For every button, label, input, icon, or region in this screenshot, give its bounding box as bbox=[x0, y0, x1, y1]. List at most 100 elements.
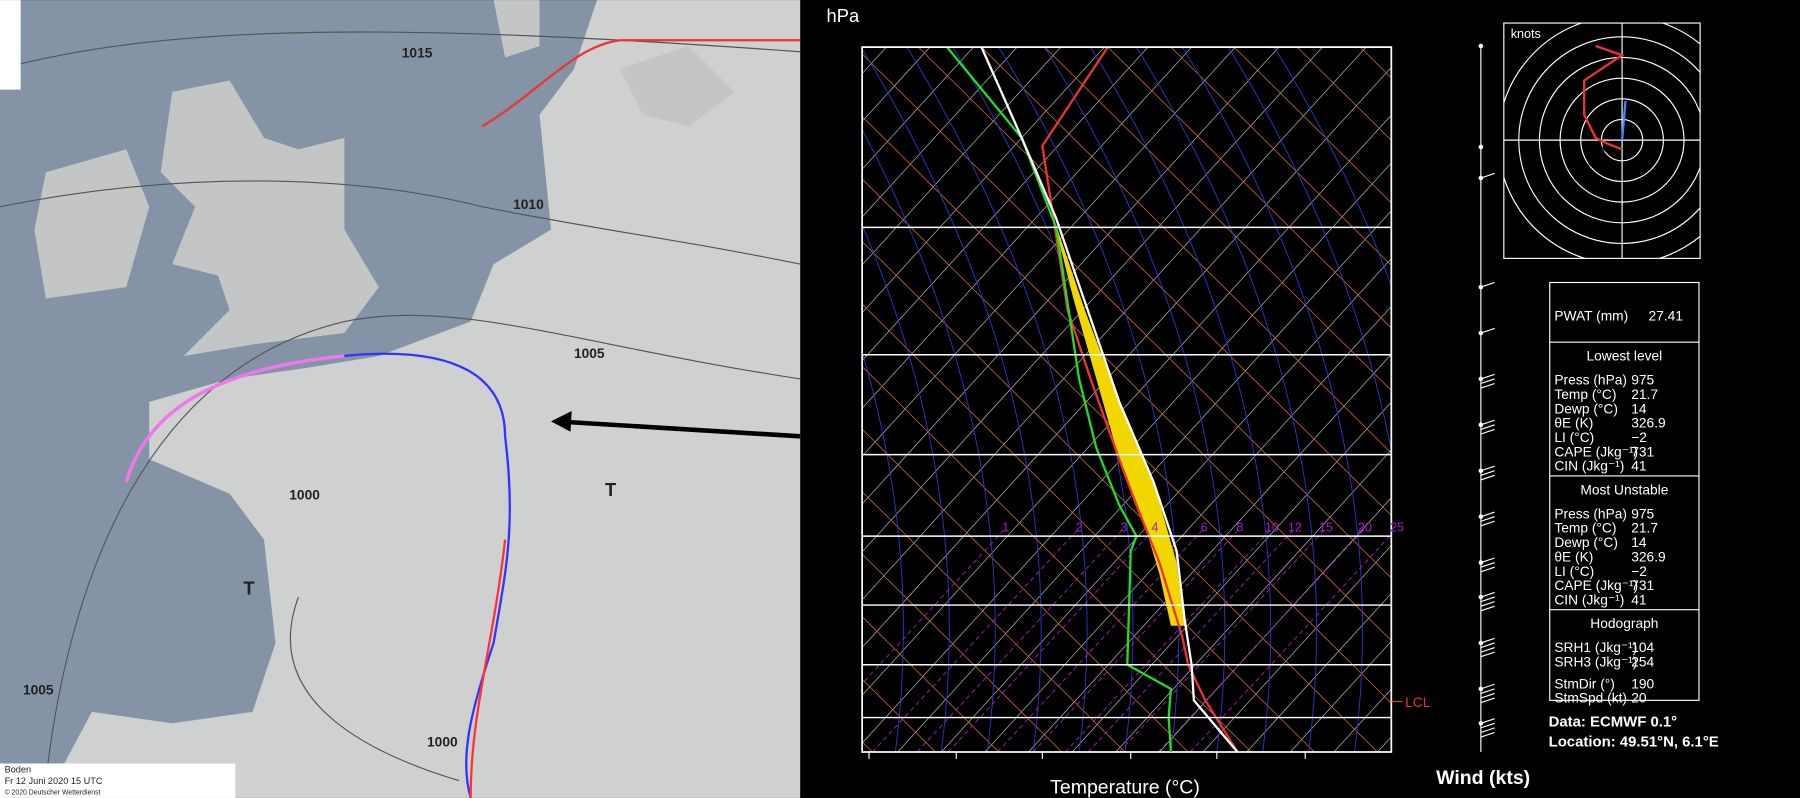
row-label: CIN (Jkg⁻¹) bbox=[1554, 459, 1624, 474]
mixing-ratio-label: 12 bbox=[1288, 521, 1302, 535]
barb-dot bbox=[1478, 721, 1484, 726]
dry-adiabat bbox=[1044, 47, 1392, 392]
row-value: 190 bbox=[1631, 676, 1654, 691]
britain bbox=[160, 80, 379, 356]
pressure-label: 600 bbox=[827, 527, 856, 547]
mixing-ratio-label: 20 bbox=[1358, 521, 1372, 535]
barb bbox=[1480, 378, 1495, 385]
row-value: 326.9 bbox=[1631, 416, 1665, 431]
row-value: 975 bbox=[1631, 506, 1654, 521]
pressure-label: 500 bbox=[827, 446, 856, 466]
dry-adiabat bbox=[1676, 47, 1800, 752]
barb-dot bbox=[1478, 514, 1484, 519]
mixing-ratio-label: 1 bbox=[1002, 521, 1009, 535]
mixing-ratio-line bbox=[916, 527, 1125, 752]
mixing-ratio-line bbox=[947, 527, 1156, 752]
row-label: Temp (°C) bbox=[1554, 521, 1616, 536]
isotherm bbox=[862, 162, 1392, 744]
mixing-ratio-line bbox=[997, 527, 1205, 752]
row-value: 731 bbox=[1631, 444, 1654, 459]
isobar-label: 1005 bbox=[574, 346, 605, 361]
row-label: Temp (°C) bbox=[1554, 387, 1616, 402]
isotherm bbox=[862, 47, 1192, 409]
row-value: −2 bbox=[1631, 564, 1647, 579]
isobar-label: 1005 bbox=[23, 683, 54, 698]
row-value: 14 bbox=[1631, 535, 1647, 550]
moist-adiabat bbox=[1136, 47, 1318, 752]
continent bbox=[45, 0, 801, 798]
wind-label: Wind (kts) bbox=[1436, 767, 1530, 789]
dry-adiabat bbox=[862, 553, 1063, 752]
row-value: 41 bbox=[1631, 592, 1646, 607]
low-label: T bbox=[605, 479, 617, 500]
mixing-ratio-label: 3 bbox=[1120, 521, 1127, 535]
barb-dot bbox=[1478, 284, 1484, 290]
skew-t: hPa Temperature (°C) LCL Wind (kts) bbox=[827, 5, 1800, 798]
barb bbox=[1480, 281, 1495, 288]
barb bbox=[1480, 637, 1495, 644]
row-label: SRH1 (Jkg⁻¹) bbox=[1554, 640, 1637, 655]
barb bbox=[1480, 419, 1495, 426]
isotherm bbox=[1290, 640, 1392, 752]
isobar-label: 1000 bbox=[427, 734, 458, 749]
location: Location: 49.51°N, 6.1°E bbox=[1549, 733, 1719, 750]
barb bbox=[1480, 516, 1495, 522]
mixing-ratio-label: 4 bbox=[1151, 521, 1158, 535]
isotherm bbox=[862, 66, 1392, 649]
row-value: 41 bbox=[1631, 459, 1646, 474]
barb bbox=[1480, 605, 1495, 612]
arrow bbox=[556, 419, 801, 439]
row-label: StmDir (°) bbox=[1554, 676, 1615, 691]
row-label: CIN (Jkg⁻¹) bbox=[1554, 592, 1624, 607]
panel bbox=[0, 0, 21, 90]
barb bbox=[1480, 646, 1495, 653]
row-value: −2 bbox=[1631, 430, 1647, 445]
isobar-label: 1000 bbox=[289, 487, 320, 502]
row-label: Press (hPa) bbox=[1554, 506, 1627, 521]
barb-dot bbox=[1478, 330, 1484, 336]
dry-adiabat bbox=[1170, 47, 1392, 266]
x-axis-label: Temperature (°C) bbox=[1050, 776, 1200, 798]
barb bbox=[1480, 520, 1495, 527]
footer: Fr 12 Juni 2020 15 UTC bbox=[5, 776, 103, 786]
moist-adiabat bbox=[1227, 47, 1392, 454]
moist-adiabat bbox=[1182, 47, 1364, 752]
mixing-ratio-label: 10 bbox=[1265, 521, 1279, 535]
row-label: LI (°C) bbox=[1554, 430, 1594, 445]
dry-adiabat bbox=[1233, 47, 1392, 204]
moist-adiabat bbox=[862, 224, 950, 752]
barb-dot bbox=[1478, 640, 1484, 646]
barb bbox=[1480, 651, 1495, 658]
barb bbox=[1480, 591, 1495, 598]
temperature-label: 20 bbox=[1207, 758, 1227, 779]
wind-barbs bbox=[1478, 43, 1495, 738]
footer: © 2020 Deutscher Wetterdienst bbox=[5, 788, 101, 796]
section-title: Lowest level bbox=[1586, 349, 1662, 364]
parcel-line bbox=[980, 47, 1239, 752]
row-label: θE (K) bbox=[1554, 549, 1593, 564]
barb bbox=[1480, 688, 1495, 694]
moist-adiabat bbox=[906, 47, 1088, 752]
row-value: 975 bbox=[1631, 373, 1654, 388]
isotherm bbox=[862, 47, 1061, 266]
pwat-label: PWAT (mm) bbox=[1554, 308, 1628, 323]
row-label: CAPE (Jkg⁻¹) bbox=[1554, 444, 1638, 459]
barb-dot bbox=[1478, 422, 1484, 428]
front bbox=[469, 539, 507, 798]
pressure-label: 700 bbox=[827, 596, 856, 616]
mixing-ratio-line bbox=[872, 527, 1080, 752]
footer-box bbox=[0, 763, 236, 798]
isotherm bbox=[1246, 592, 1392, 752]
moist-adiabat bbox=[862, 350, 904, 752]
row-label: Dewp (°C) bbox=[1554, 401, 1618, 416]
barb bbox=[1480, 428, 1495, 435]
mixing-ratio-line bbox=[1064, 527, 1273, 752]
barb bbox=[1480, 692, 1495, 699]
dry-adiabat bbox=[862, 428, 1189, 752]
dry-adiabat bbox=[862, 616, 1000, 752]
barb bbox=[1480, 683, 1495, 690]
barb bbox=[1480, 465, 1495, 472]
row-label: θE (K) bbox=[1554, 416, 1593, 431]
row-value: 326.9 bbox=[1631, 549, 1665, 564]
temperature-line bbox=[1041, 47, 1239, 752]
